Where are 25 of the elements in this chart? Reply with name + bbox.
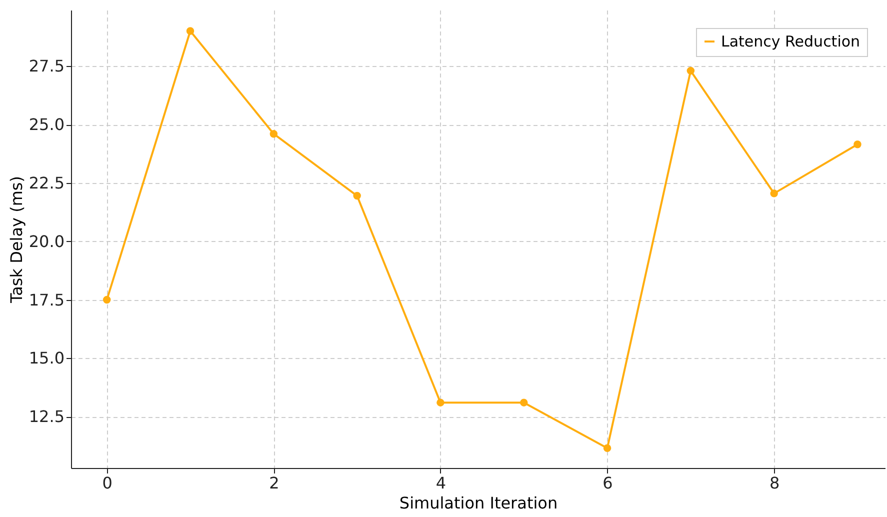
y-tick-label: 12.5 [28,407,64,426]
point [102,296,111,304]
y-tick-label: 22.5 [28,173,64,192]
point [854,140,862,148]
point [520,398,528,406]
y-tick-label: 17.5 [28,290,64,310]
x-axis-title: Simulation Iteration [399,494,558,512]
y-tick-label: 20.0 [28,232,64,251]
y-tick-label: 15.0 [28,348,64,368]
point [603,444,612,452]
x-tick-label: 8 [769,474,780,492]
x-tick-label: 4 [436,474,446,492]
point [353,192,361,200]
point [436,398,444,406]
x-tick-label: 6 [602,474,613,492]
point [686,66,695,75]
x-tick-label: 0 [102,474,112,492]
y-axis-title: Task Delay (ms) [6,176,26,304]
x-tick-label: 2 [269,474,280,492]
y-tick-label: 25.0 [28,115,64,134]
point [186,27,194,35]
point [270,130,278,138]
point [770,190,778,198]
y-tick-label: 27.5 [28,56,64,76]
legend-label: Latency Reduction [721,32,860,50]
